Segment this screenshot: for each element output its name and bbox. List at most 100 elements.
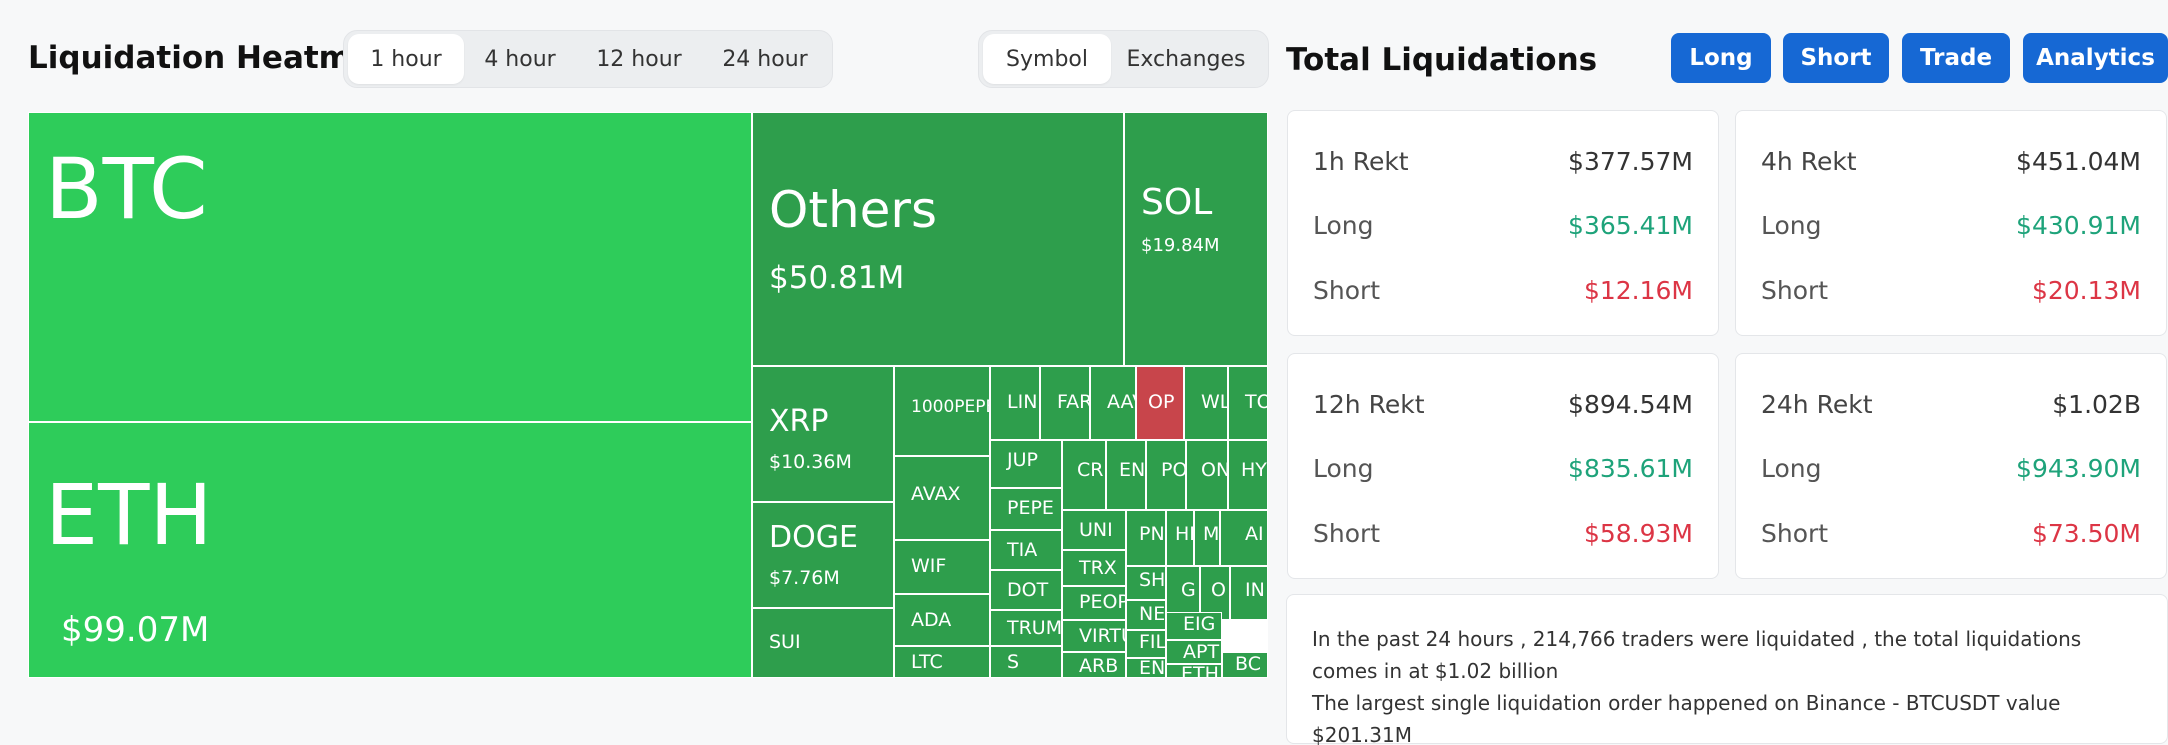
heatmap-cell-btc[interactable]: BTC$121.24M <box>28 112 752 422</box>
heatmap-cell-symbol: M <box>1203 523 1220 545</box>
heatmap-cell-arb[interactable]: ARB <box>1062 652 1126 678</box>
heatmap-cell-symbol: ETH <box>1181 664 1219 678</box>
heatmap-cell-symbol: ADA <box>911 609 952 631</box>
long-label: Long <box>1313 454 1374 483</box>
long-button[interactable]: Long <box>1671 33 1771 83</box>
heatmap-cell-symbol: TRX <box>1079 557 1117 579</box>
rekt-card-1h: 1h Rekt $377.57M Long $365.41M Short $12.16… <box>1287 110 1719 336</box>
heatmap-cell-lin[interactable]: LIN <box>990 366 1040 440</box>
short-button[interactable]: Short <box>1783 33 1889 83</box>
time-range-tabs: 1 hour 4 hour 12 hour 24 hour <box>343 30 833 88</box>
heatmap-cell-avax[interactable]: AVAX <box>894 456 990 540</box>
heatmap-cell-ltc[interactable]: LTC <box>894 646 990 678</box>
heatmap-cell-symbol: AAV <box>1107 391 1135 413</box>
heatmap-cell-shi[interactable]: SHI <box>1126 566 1166 600</box>
heatmap-cell-trx[interactable]: TRX <box>1062 550 1126 586</box>
heatmap-cell-symbol: FIL <box>1139 631 1166 653</box>
heatmap-cell-g[interactable]: G <box>1166 566 1200 620</box>
heatmap-cell-symbol: AI <box>1245 523 1264 545</box>
heatmap-cell-eth[interactable]: ETH $99.07M <box>28 422 752 678</box>
heatmap-cell-doge[interactable]: DOGE $7.76M <box>752 502 894 608</box>
heatmap-cell-xrp[interactable]: XRP $10.36M <box>752 366 894 502</box>
heatmap-cell-symbol: BC <box>1235 653 1261 675</box>
heatmap-cell-pepe[interactable]: PEPE <box>990 488 1062 530</box>
heatmap-cell-op[interactable]: OP <box>1136 366 1184 440</box>
tab-12-hour[interactable]: 12 hour <box>596 46 682 72</box>
heatmap-cell-value: $99.07M <box>61 610 210 650</box>
heatmap-cell-ai[interactable]: AI <box>1220 510 1268 566</box>
short-amount: $12.16M <box>1583 276 1693 305</box>
analytics-button[interactable]: Analytics <box>2023 33 2168 83</box>
heatmap-cell-symbol: ETH <box>45 466 213 564</box>
heatmap-cell-trump[interactable]: TRUMP <box>990 610 1062 646</box>
heatmap-cell-apt[interactable]: APT <box>1166 640 1222 664</box>
heatmap-title: Liquidation Heatmap <box>28 40 395 76</box>
card-total: $1.02B <box>2052 390 2141 419</box>
heatmap-cell-symbol: SUI <box>769 631 801 653</box>
tab-24-hour[interactable]: 24 hour <box>722 46 808 72</box>
heatmap-cell-tia[interactable]: TIA <box>990 530 1062 570</box>
heatmap-cell-others[interactable]: Others $50.81M <box>752 112 1124 366</box>
heatmap-cell-symbol: PEOP <box>1079 591 1126 613</box>
heatmap-cell-fil[interactable]: FIL <box>1126 630 1166 658</box>
heatmap-cell-sui[interactable]: SUI <box>752 608 894 678</box>
heatmap-cell-symbol: IN <box>1245 579 1265 601</box>
tab-1-hour[interactable]: 1 hour <box>348 34 464 84</box>
heatmap-cell-symbol: DOT <box>1007 579 1049 601</box>
heatmap-cell-eth[interactable]: ETH <box>1166 664 1222 678</box>
heatmap-cell-symbol: AVAX <box>911 483 961 505</box>
heatmap-cell-to[interactable]: TO <box>1228 366 1268 440</box>
long-amount: $835.61M <box>1568 454 1693 483</box>
heatmap-cell-virtu[interactable]: VIRTU <box>1062 620 1126 652</box>
tab-exchanges[interactable]: Exchanges <box>1126 46 1246 72</box>
heatmap-cell-on[interactable]: ON <box>1186 440 1228 510</box>
heatmap-cell-aav[interactable]: AAV <box>1090 366 1136 440</box>
heatmap-cell-s[interactable]: S <box>990 646 1062 678</box>
liquidation-heatmap: BTC$121.24M ETH $99.07M Others $50.81M SOL $19… <box>28 112 1268 678</box>
heatmap-cell-en[interactable]: EN <box>1106 440 1146 510</box>
heatmap-cell-jup[interactable]: JUP <box>990 440 1062 488</box>
card-total: $377.57M <box>1568 147 1693 176</box>
heatmap-cell-ens[interactable]: ENS <box>1126 658 1166 678</box>
heatmap-cell-nea[interactable]: NEA <box>1126 600 1166 630</box>
tab-4-hour[interactable]: 4 hour <box>484 46 556 72</box>
heatmap-cell-symbol: APT <box>1183 641 1220 663</box>
heatmap-cell-ada[interactable]: ADA <box>894 594 990 646</box>
heatmap-cell-pn[interactable]: PN <box>1126 510 1166 566</box>
heatmap-cell-bc[interactable]: BC <box>1222 652 1268 678</box>
trade-button[interactable]: Trade <box>1902 33 2010 83</box>
heatmap-cell-symbol: S <box>1007 651 1020 673</box>
heatmap-cell-symbol: NEA <box>1139 603 1166 625</box>
short-label: Short <box>1313 519 1381 548</box>
summary-largest-order-text: The largest single liquidation order hap… <box>1312 691 2061 745</box>
long-label: Long <box>1761 454 1822 483</box>
heatmap-cell-symbol: TRUMP <box>1007 617 1062 639</box>
heatmap-cell-uni[interactable]: UNI <box>1062 510 1126 550</box>
short-amount: $73.50M <box>2031 519 2141 548</box>
heatmap-cell-wl[interactable]: WL <box>1184 366 1228 440</box>
heatmap-cell-wif[interactable]: WIF <box>894 540 990 594</box>
heatmap-cell-po[interactable]: PO <box>1146 440 1186 510</box>
heatmap-cell-symbol: BTC <box>45 140 208 238</box>
heatmap-cell-in[interactable]: IN <box>1230 566 1268 620</box>
heatmap-cell-symbol: SHI <box>1139 569 1166 591</box>
heatmap-cell-symbol: FAR <box>1057 391 1090 413</box>
heatmap-cell-symbol: DOGE <box>769 520 858 555</box>
heatmap-cell-he[interactable]: HE <box>1166 510 1194 566</box>
heatmap-cell-eig[interactable]: EIG <box>1166 612 1222 640</box>
heatmap-cell-symbol: ENS <box>1139 658 1166 678</box>
heatmap-cell-peop[interactable]: PEOP <box>1062 586 1126 620</box>
heatmap-cell-far[interactable]: FAR <box>1040 366 1090 440</box>
heatmap-cell-symbol: PO <box>1161 459 1186 481</box>
heatmap-cell-dot[interactable]: DOT <box>990 570 1062 610</box>
heatmap-cell-m[interactable]: M <box>1194 510 1220 566</box>
card-label: 12h Rekt <box>1313 390 1425 419</box>
heatmap-cell-sol[interactable]: SOL $19.84M <box>1124 112 1268 366</box>
heatmap-cell-hy[interactable]: HY <box>1228 440 1268 510</box>
heatmap-cell-1000pepe[interactable]: 1000PEPE <box>894 366 990 456</box>
heatmap-cell-cr[interactable]: CR <box>1062 440 1106 510</box>
heatmap-cell-symbol: OP <box>1148 391 1175 413</box>
heatmap-cell-symbol: VIRTU <box>1079 625 1125 647</box>
tab-symbol[interactable]: Symbol <box>983 34 1111 84</box>
long-label: Long <box>1313 211 1374 240</box>
